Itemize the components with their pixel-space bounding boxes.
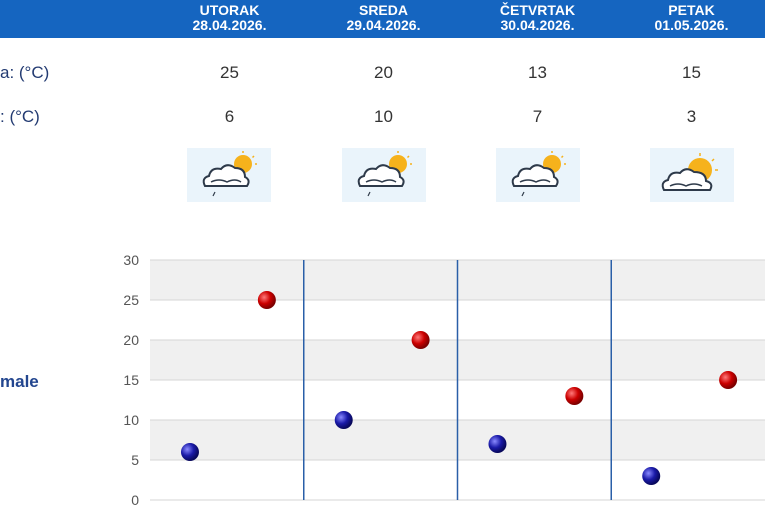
- min-temp-value: 6: [224, 107, 235, 126]
- max-temp-value: 20: [374, 63, 393, 82]
- day-date: 30.04.2026.: [500, 17, 575, 33]
- y-tick-label: 0: [131, 492, 139, 508]
- forecast-header: [0, 0, 765, 38]
- y-tick-label: 15: [123, 372, 139, 388]
- day-date: 28.04.2026.: [192, 17, 267, 33]
- cloud-sun-icon: [650, 148, 734, 202]
- day-header-sreda: SREDA 29.04.2026.: [306, 3, 461, 33]
- min-temp-point: [642, 467, 661, 485]
- max-temp-point: [719, 371, 738, 389]
- day-date: 29.04.2026.: [346, 17, 421, 33]
- min-temp-point: [334, 411, 353, 429]
- temperature-chart: 0 5 10 15 20 25 30: [123, 252, 765, 508]
- min-temp-point: [488, 435, 507, 453]
- max-temp-point: [257, 291, 276, 309]
- max-temp-value: 13: [528, 63, 547, 82]
- y-tick-label: 30: [123, 252, 139, 268]
- y-tick-label: 25: [123, 292, 139, 308]
- max-temp-point: [411, 331, 430, 349]
- max-temp-point: [565, 387, 584, 405]
- cloud-sun-drizzle-icon: [496, 148, 580, 202]
- day-header-utorak: UTORAK 28.04.2026.: [152, 3, 307, 33]
- max-temp-value: 15: [682, 63, 701, 82]
- day-header-petak: PETAK 01.05.2026.: [614, 3, 765, 33]
- min-temp-row-label: : (°C): [0, 107, 40, 126]
- cloud-sun-drizzle-icon: [342, 148, 426, 202]
- day-name: ČETVRTAK: [499, 2, 576, 18]
- max-temp-row-label: a: (°C): [0, 63, 50, 82]
- day-header-cetvrtak: ČETVRTAK 30.04.2026.: [460, 3, 615, 33]
- chart-row-label: male: [0, 372, 39, 391]
- max-temp-value: 25: [220, 63, 239, 82]
- y-tick-label: 5: [131, 452, 139, 468]
- min-temp-point: [180, 443, 199, 461]
- min-temp-value: 7: [532, 107, 543, 126]
- y-tick-label: 20: [123, 332, 139, 348]
- day-date: 01.05.2026.: [654, 17, 729, 33]
- day-name: PETAK: [668, 2, 715, 18]
- day-name: UTORAK: [199, 2, 260, 18]
- y-tick-label: 10: [123, 412, 139, 428]
- min-temp-value: 10: [374, 107, 393, 126]
- min-temp-value: 3: [686, 107, 697, 126]
- cloud-sun-drizzle-icon: [187, 148, 271, 202]
- day-name: SREDA: [358, 2, 408, 18]
